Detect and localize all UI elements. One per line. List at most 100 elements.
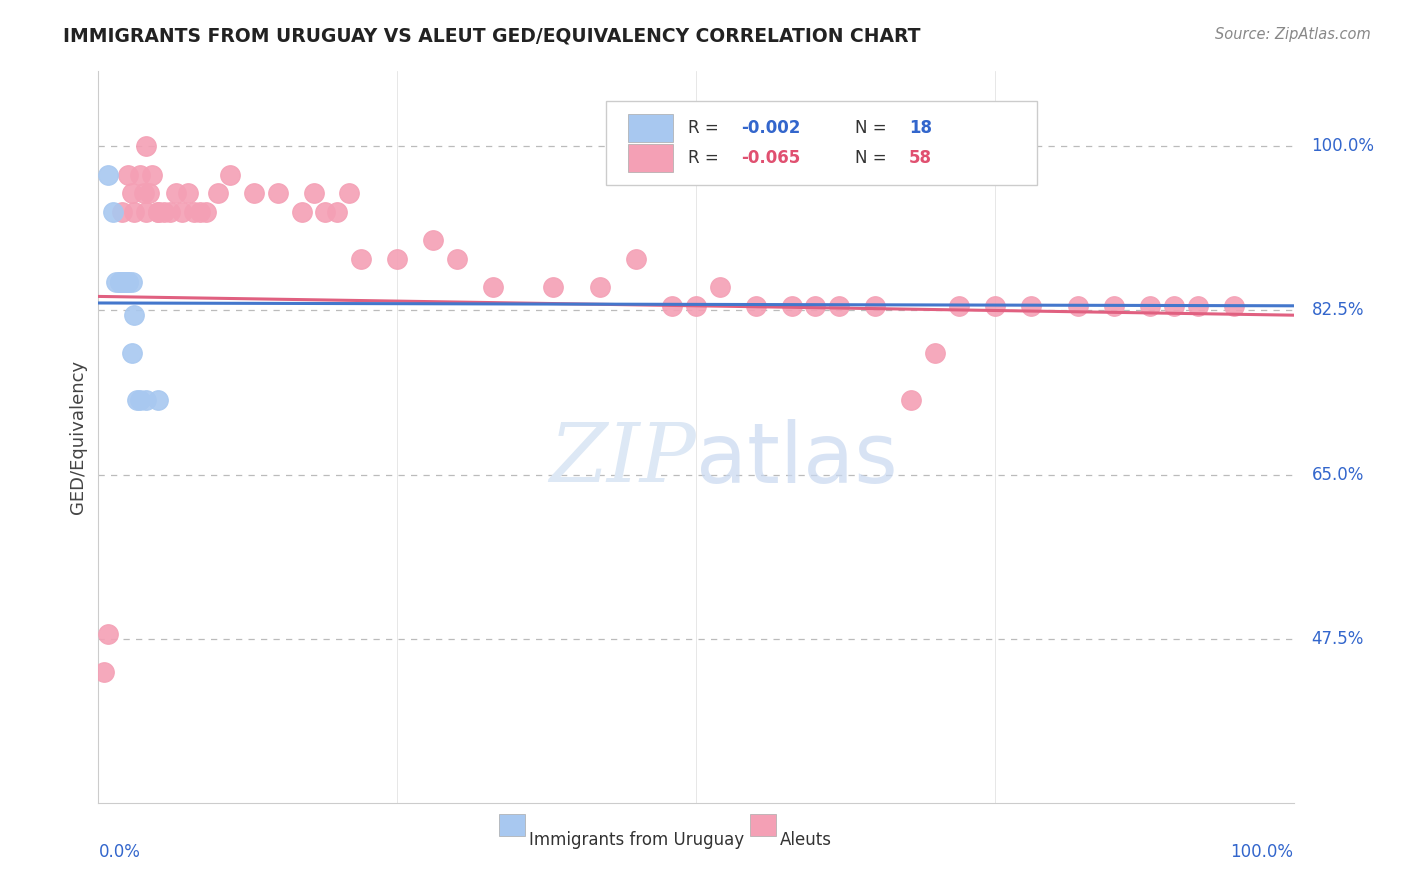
Point [105,276,128,290]
Point [446,252,468,266]
Point [108,276,131,290]
Point [948,299,970,313]
Point [291,205,314,219]
Point [1163,299,1185,313]
Text: R =: R = [688,119,724,136]
Point [900,392,922,407]
Bar [628,144,673,171]
Point [188,205,211,219]
Point [422,233,444,247]
Text: Immigrants from Uruguay: Immigrants from Uruguay [529,830,744,848]
Point [117,168,139,182]
Text: R =: R = [688,149,724,167]
Point [1104,299,1126,313]
Point [195,205,218,219]
Point [111,276,134,290]
Point [117,276,139,290]
Point [219,168,242,182]
Point [267,186,290,201]
Point [135,139,157,153]
Point [626,252,648,266]
Point [481,280,505,294]
Text: atlas: atlas [696,418,897,500]
Point [828,299,851,313]
Bar [749,814,776,836]
Point [165,186,187,201]
Point [1139,299,1161,313]
Point [97,168,120,182]
Y-axis label: GED/Equivalency: GED/Equivalency [69,360,87,514]
Point [138,186,160,201]
Point [114,276,136,290]
Point [924,345,946,359]
Bar [499,814,524,836]
Text: 0.0%: 0.0% [98,843,141,861]
Point [135,205,157,219]
Point [1223,299,1246,313]
Point [339,186,361,201]
Text: -0.002: -0.002 [741,119,801,136]
Point [124,308,146,322]
Point [709,280,731,294]
Text: IMMIGRANTS FROM URUGUAY VS ALEUT GED/EQUIVALENCY CORRELATION CHART: IMMIGRANTS FROM URUGUAY VS ALEUT GED/EQU… [63,27,921,45]
Point [1019,299,1042,313]
Point [243,186,266,201]
Point [121,186,143,201]
Point [111,276,134,290]
Text: 100.0%: 100.0% [1230,843,1294,861]
Text: 100.0%: 100.0% [1312,137,1375,155]
Text: 58: 58 [908,149,932,167]
Point [129,392,152,407]
Text: N =: N = [855,119,891,136]
Text: N =: N = [855,149,891,167]
Point [780,299,803,313]
Point [148,392,170,407]
Point [589,280,612,294]
Bar [628,114,673,142]
Point [745,299,768,313]
Point [172,205,194,219]
Point [541,280,564,294]
Point [804,299,827,313]
Point [135,392,157,407]
Point [685,299,707,313]
Point [865,299,887,313]
Point [350,252,373,266]
Point [183,205,205,219]
Text: -0.065: -0.065 [741,149,800,167]
Text: 18: 18 [908,119,932,136]
Point [661,299,683,313]
Text: 65.0%: 65.0% [1312,466,1364,483]
Text: Aleuts: Aleuts [779,830,831,848]
Point [385,252,409,266]
Point [326,205,349,219]
Point [1067,299,1090,313]
Point [129,168,152,182]
Point [108,276,131,290]
Text: Source: ZipAtlas.com: Source: ZipAtlas.com [1215,27,1371,42]
Point [984,299,1007,313]
Point [125,392,148,407]
Point [207,186,229,201]
Text: 47.5%: 47.5% [1312,630,1364,648]
Point [121,345,143,359]
Point [141,168,163,182]
Point [159,205,181,219]
Point [148,205,170,219]
Point [117,276,139,290]
Point [101,205,124,219]
Point [93,665,115,679]
Point [111,205,134,219]
Point [302,186,325,201]
Text: 82.5%: 82.5% [1312,301,1364,319]
Point [114,276,136,290]
Point [97,627,120,641]
Point [177,186,200,201]
Text: ZIP: ZIP [550,419,696,499]
Point [148,205,170,219]
FancyBboxPatch shape [606,101,1036,185]
Point [124,205,146,219]
Point [315,205,337,219]
Point [121,276,143,290]
Point [1187,299,1209,313]
